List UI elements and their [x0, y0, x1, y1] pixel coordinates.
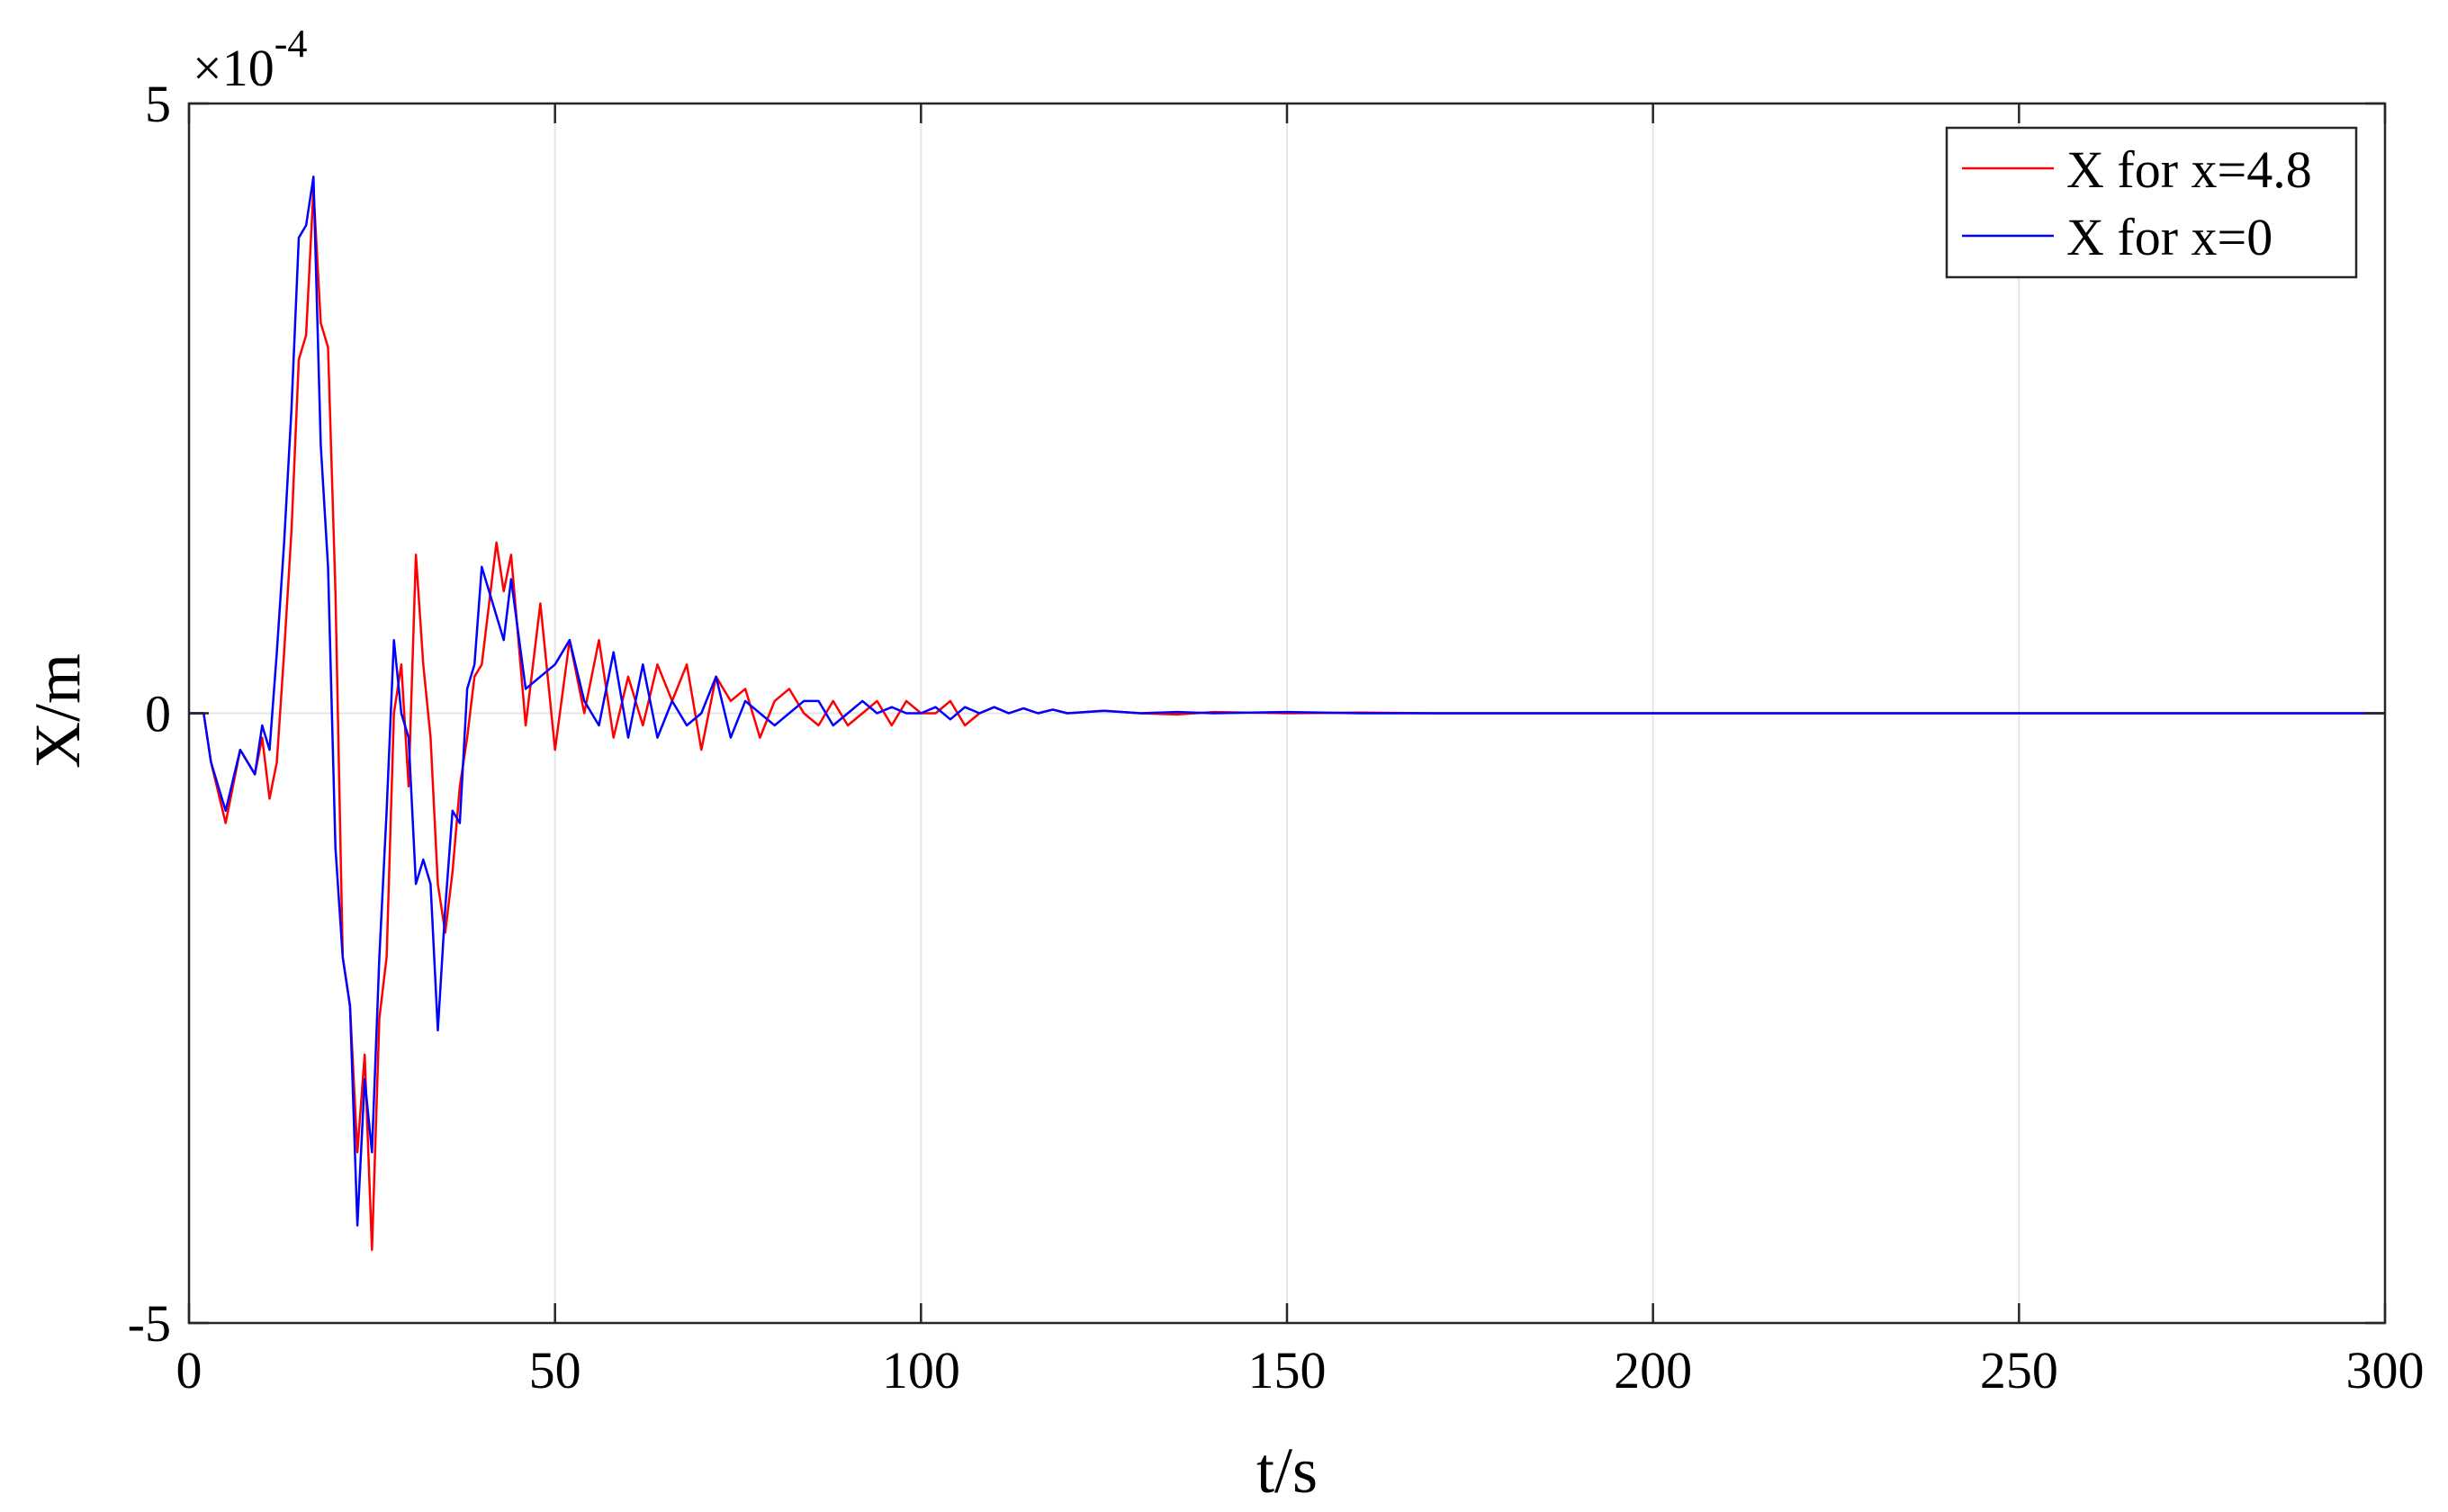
y-tick-label-0: 0: [145, 685, 171, 743]
legend: X for x=4.8 X for x=0: [1945, 126, 2358, 279]
x-tick-label-100: 100: [882, 1341, 960, 1400]
x-tick-label-50: 50: [529, 1341, 581, 1400]
y-tick-label-5: 5: [145, 75, 171, 133]
x-tick-label-300: 300: [2346, 1341, 2425, 1400]
y-tick-label--5: -5: [128, 1294, 171, 1353]
tick-labels: 0 50 100 150 200 250 300-505: [128, 75, 2425, 1400]
y-scale-factor: ×10-4: [193, 22, 307, 97]
legend-label-series-2: X for x=0: [2066, 208, 2272, 266]
x-tick-label-200: 200: [1614, 1341, 1692, 1400]
x-tick-label-250: 250: [1980, 1341, 2058, 1400]
series-layer: [189, 176, 2385, 1251]
legend-label-series-1: X for x=4.8: [2066, 140, 2312, 199]
series-line-2: [189, 176, 2385, 1227]
y-axis-label: X/m: [22, 653, 94, 769]
x-tick-label-150: 150: [1248, 1341, 1327, 1400]
legend-box: [1945, 126, 2358, 279]
x-tick-label-0: 0: [176, 1341, 202, 1400]
axis-ticks: [187, 102, 2387, 1325]
x-axis-label: t/s: [1256, 1435, 1318, 1507]
